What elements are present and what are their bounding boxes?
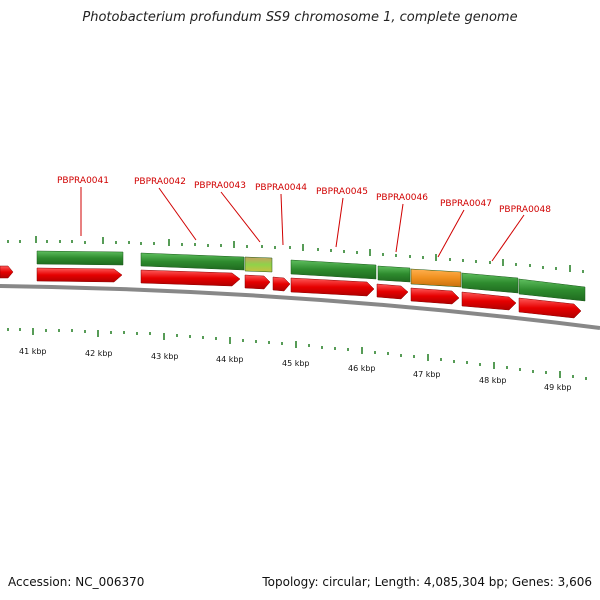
gene-feature[interactable]: [140, 252, 245, 271]
genome-summary: Topology: circular; Length: 4,085,304 bp…: [262, 575, 592, 589]
gene-feature[interactable]: [377, 265, 411, 283]
upper-ticks: [7, 236, 584, 273]
gene-feature[interactable]: [410, 268, 462, 288]
gene-label[interactable]: PBPRA0045: [316, 187, 368, 197]
scale-label: 44 kbp: [216, 355, 244, 364]
accession-text: Accession: NC_006370: [8, 575, 145, 589]
scale-label: 43 kbp: [151, 352, 179, 361]
cds-arrow[interactable]: [272, 276, 291, 292]
label-connectors: [80, 187, 525, 262]
lower-ticks: [7, 328, 587, 380]
cds-arrow[interactable]: [140, 269, 241, 287]
scale-label: 47 kbp: [413, 370, 441, 379]
gene-feature[interactable]: [36, 250, 124, 266]
gene-track: [36, 250, 586, 302]
scale-label: 46 kbp: [348, 364, 376, 373]
gene-label[interactable]: PBPRA0043: [194, 181, 246, 191]
cds-arrow[interactable]: [36, 267, 123, 283]
gene-feature[interactable]: [290, 259, 377, 280]
gene-feature[interactable]: [244, 256, 273, 273]
gene-label[interactable]: PBPRA0044: [255, 183, 307, 193]
backbone-arc: [0, 284, 600, 330]
map-title: Photobacterium profundum SS9 chromosome …: [82, 10, 518, 25]
cds-arrow[interactable]: [290, 277, 375, 297]
cds-arrow[interactable]: [244, 274, 271, 290]
scale-label: 42 kbp: [85, 349, 113, 358]
cds-arrow[interactable]: [461, 291, 517, 311]
cds-track: [0, 265, 582, 319]
cds-arrow[interactable]: [0, 265, 14, 279]
gene-label[interactable]: PBPRA0041: [57, 176, 109, 186]
gene-feature[interactable]: [518, 278, 586, 302]
cds-arrow[interactable]: [518, 297, 582, 319]
gene-label[interactable]: PBPRA0047: [440, 199, 492, 209]
gene-label[interactable]: PBPRA0046: [376, 193, 428, 203]
scale-label: 41 kbp: [19, 347, 47, 356]
cds-arrow[interactable]: [376, 283, 409, 300]
scale-label: 48 kbp: [479, 376, 507, 385]
gene-feature[interactable]: [461, 272, 519, 294]
scale-label: 49 kbp: [544, 383, 572, 392]
gene-label[interactable]: PBPRA0048: [499, 205, 551, 215]
gene-label[interactable]: PBPRA0042: [134, 177, 186, 187]
scale-label: 45 kbp: [282, 359, 310, 368]
cds-arrow[interactable]: [410, 287, 460, 305]
